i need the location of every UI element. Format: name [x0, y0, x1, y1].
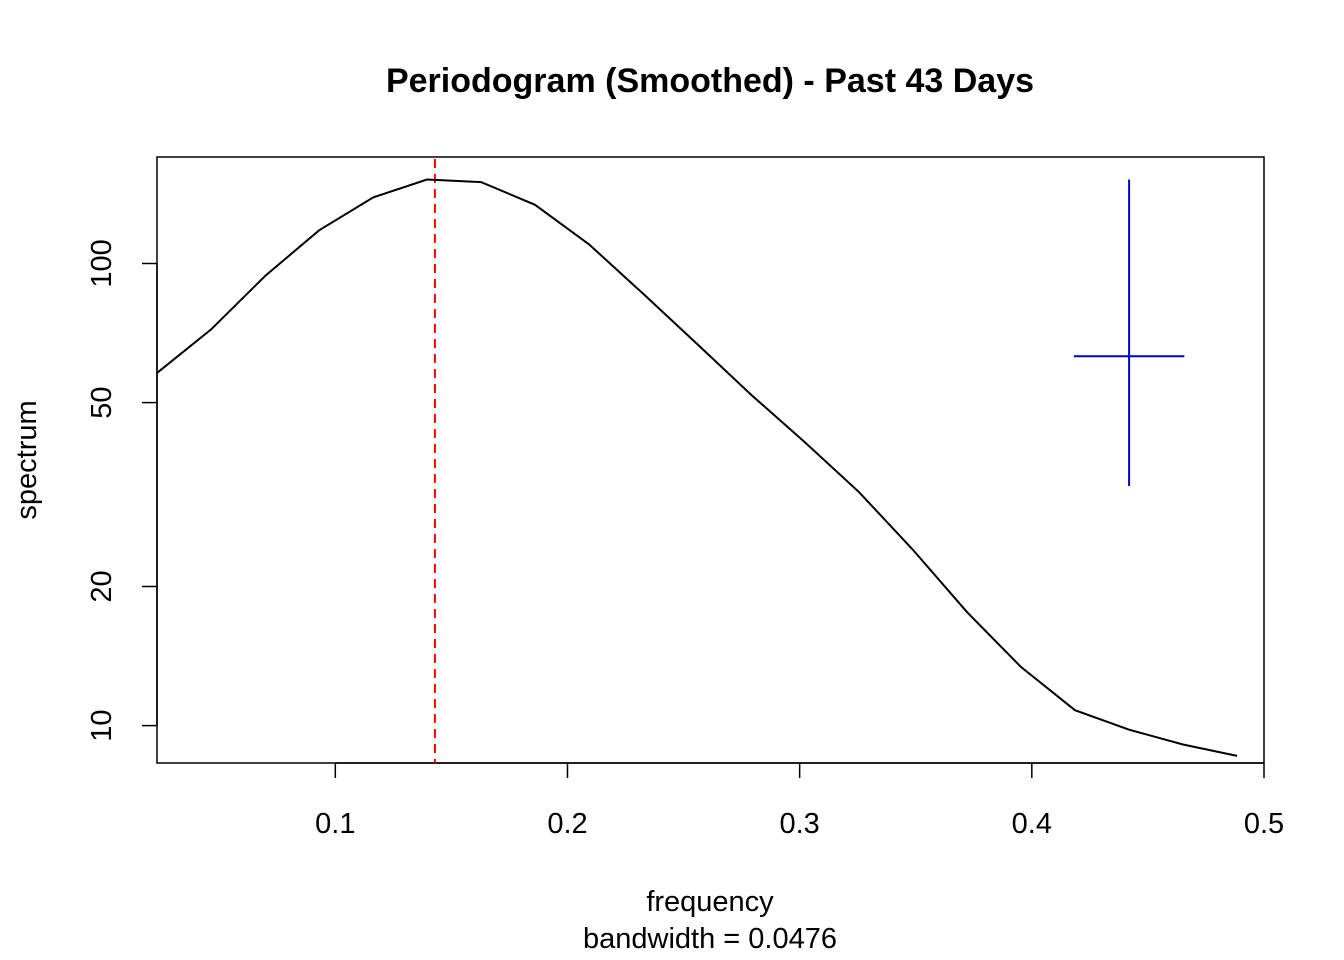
- x-tick-label: 0.4: [1012, 808, 1052, 840]
- x-axis-subtitle: bandwidth = 0.0476: [583, 923, 837, 955]
- x-tick-label: 0.5: [1244, 808, 1284, 840]
- x-axis: 0.1 0.2 0.3 0.4 0.5: [315, 762, 1284, 840]
- x-tick-label: 0.1: [315, 808, 355, 840]
- y-tick-label: 20: [86, 570, 118, 602]
- chart-title: Periodogram (Smoothed) - Past 43 Days: [386, 62, 1034, 100]
- x-tick-label: 0.3: [779, 808, 819, 840]
- x-axis-title: frequency: [646, 886, 774, 918]
- y-tick-label: 10: [86, 709, 118, 741]
- spectrum-line: [156, 178, 1238, 757]
- y-axis: 10 20 50 100: [86, 239, 158, 742]
- y-axis-title: spectrum: [11, 400, 43, 519]
- plot-frame: [156, 156, 1265, 764]
- x-tick-label: 0.2: [547, 808, 587, 840]
- y-tick-label: 50: [86, 386, 118, 418]
- y-tick-label: 100: [86, 239, 118, 287]
